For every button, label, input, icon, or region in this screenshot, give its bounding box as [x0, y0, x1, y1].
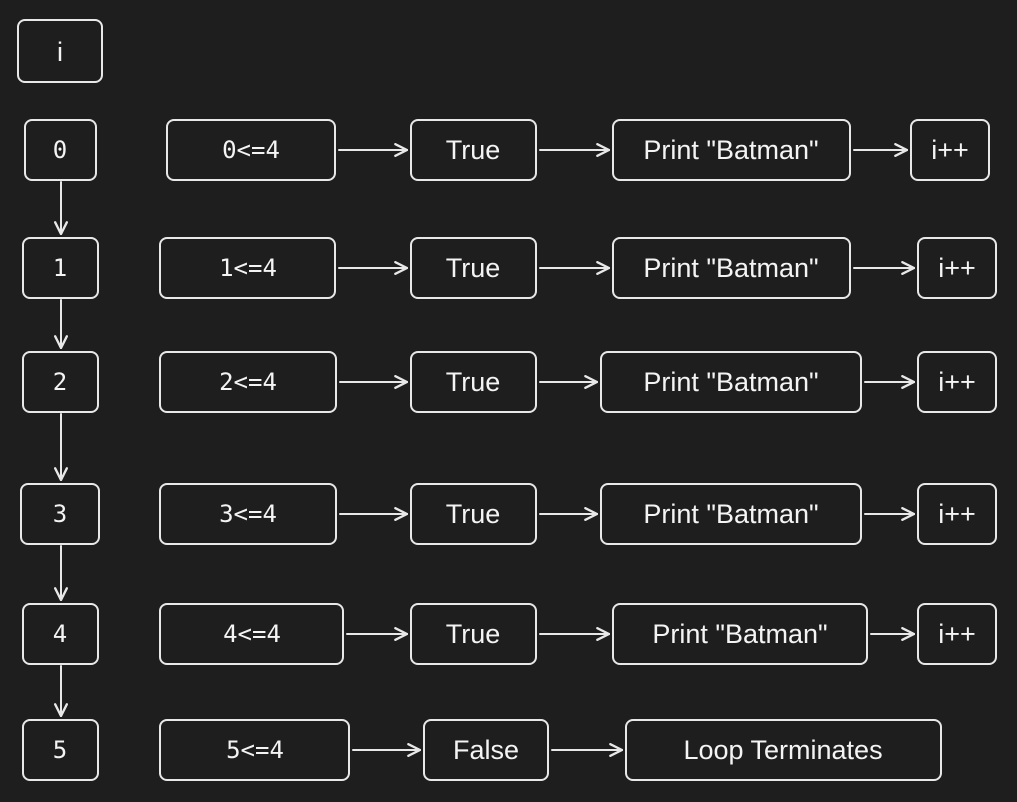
step-label-3: i++	[938, 499, 976, 529]
condition-label-1: 1<=4	[219, 254, 277, 282]
step-label-1: i++	[938, 253, 976, 283]
result-box-4	[410, 603, 537, 665]
variable-header-box	[17, 19, 103, 83]
result-box-2	[410, 351, 537, 413]
action-label-1: Print "Batman"	[643, 253, 818, 283]
result-label-4: True	[446, 619, 501, 649]
condition-label-0: 0<=4	[222, 136, 280, 164]
counter-value-0: 0	[53, 136, 67, 164]
action-label-2: Print "Batman"	[643, 367, 818, 397]
counter-box-3	[20, 483, 100, 545]
counter-box-2	[22, 351, 99, 413]
step-label-2: i++	[938, 367, 976, 397]
result-box-5	[423, 719, 549, 781]
counter-box-5	[22, 719, 99, 781]
action-label-0: Print "Batman"	[643, 135, 818, 165]
condition-box-5	[159, 719, 350, 781]
iteration-row-3: 3 3<=4 True Print "Batman" i++	[20, 483, 997, 545]
counter-value-4: 4	[53, 620, 67, 648]
step-box-2	[917, 351, 997, 413]
action-box-0	[612, 119, 851, 181]
counter-value-3: 3	[53, 500, 67, 528]
result-box-1	[410, 237, 537, 299]
variable-header-label: i	[57, 37, 63, 67]
result-label-0: True	[446, 135, 501, 165]
action-box-3	[600, 483, 862, 545]
result-box-0	[410, 119, 537, 181]
counter-value-5: 5	[53, 736, 67, 764]
action-label-4: Print "Batman"	[652, 619, 827, 649]
counter-box-0	[24, 119, 97, 181]
step-label-4: i++	[938, 619, 976, 649]
step-box-1	[917, 237, 997, 299]
step-box-3	[917, 483, 997, 545]
iteration-row-1: 1 1<=4 True Print "Batman" i++	[22, 237, 997, 299]
step-box-0	[910, 119, 990, 181]
iteration-row-2: 2 2<=4 True Print "Batman" i++	[22, 351, 997, 413]
action-box-4	[612, 603, 868, 665]
condition-box-0	[166, 119, 336, 181]
action-box-1	[612, 237, 851, 299]
condition-label-2: 2<=4	[219, 368, 277, 396]
counter-box-4	[22, 603, 99, 665]
counter-box-1	[22, 237, 99, 299]
iteration-row-4: 4 4<=4 True Print "Batman" i++	[22, 603, 997, 665]
condition-box-2	[159, 351, 337, 413]
condition-label-5: 5<=4	[226, 736, 284, 764]
result-box-3	[410, 483, 537, 545]
action-box-5	[625, 719, 942, 781]
counter-value-2: 2	[53, 368, 67, 396]
result-label-3: True	[446, 499, 501, 529]
step-label-0: i++	[931, 135, 969, 165]
counter-value-1: 1	[53, 254, 67, 282]
action-box-2	[600, 351, 862, 413]
iteration-row-0: 0 0<=4 True Print "Batman" i++	[24, 119, 990, 181]
result-label-5: False	[453, 735, 519, 765]
variable-header: i	[17, 19, 103, 83]
step-box-4	[917, 603, 997, 665]
condition-box-4	[159, 603, 344, 665]
action-label-3: Print "Batman"	[643, 499, 818, 529]
iteration-row-5: 5 5<=4 False Loop Terminates	[22, 719, 942, 781]
condition-box-3	[159, 483, 337, 545]
result-label-1: True	[446, 253, 501, 283]
action-label-5: Loop Terminates	[683, 735, 882, 765]
condition-box-1	[159, 237, 336, 299]
condition-label-3: 3<=4	[219, 500, 277, 528]
result-label-2: True	[446, 367, 501, 397]
condition-label-4: 4<=4	[223, 620, 281, 648]
